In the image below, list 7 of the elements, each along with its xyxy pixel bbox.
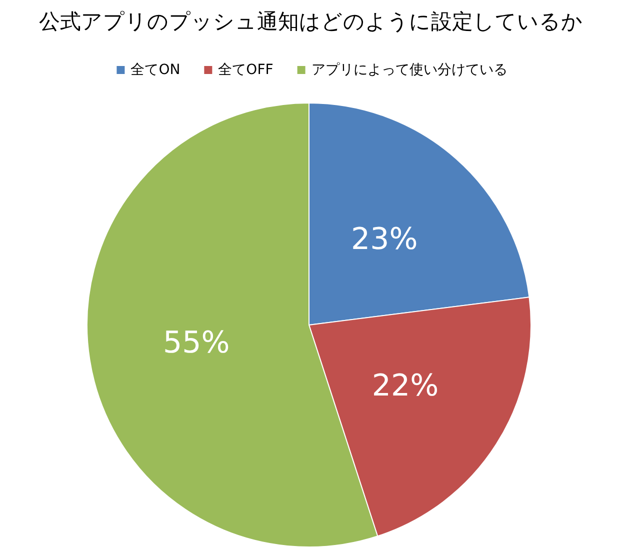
data-label: 23% [351, 222, 418, 257]
legend-label: 全てOFF [218, 62, 274, 78]
legend-label: アプリによって使い分けている [311, 62, 508, 78]
data-label: 22% [372, 368, 439, 404]
legend-label: 全てON [130, 62, 180, 78]
data-label: 55% [163, 325, 230, 360]
chart-title: 公式アプリのプッシュ通知はどのように設定しているか [39, 10, 583, 34]
